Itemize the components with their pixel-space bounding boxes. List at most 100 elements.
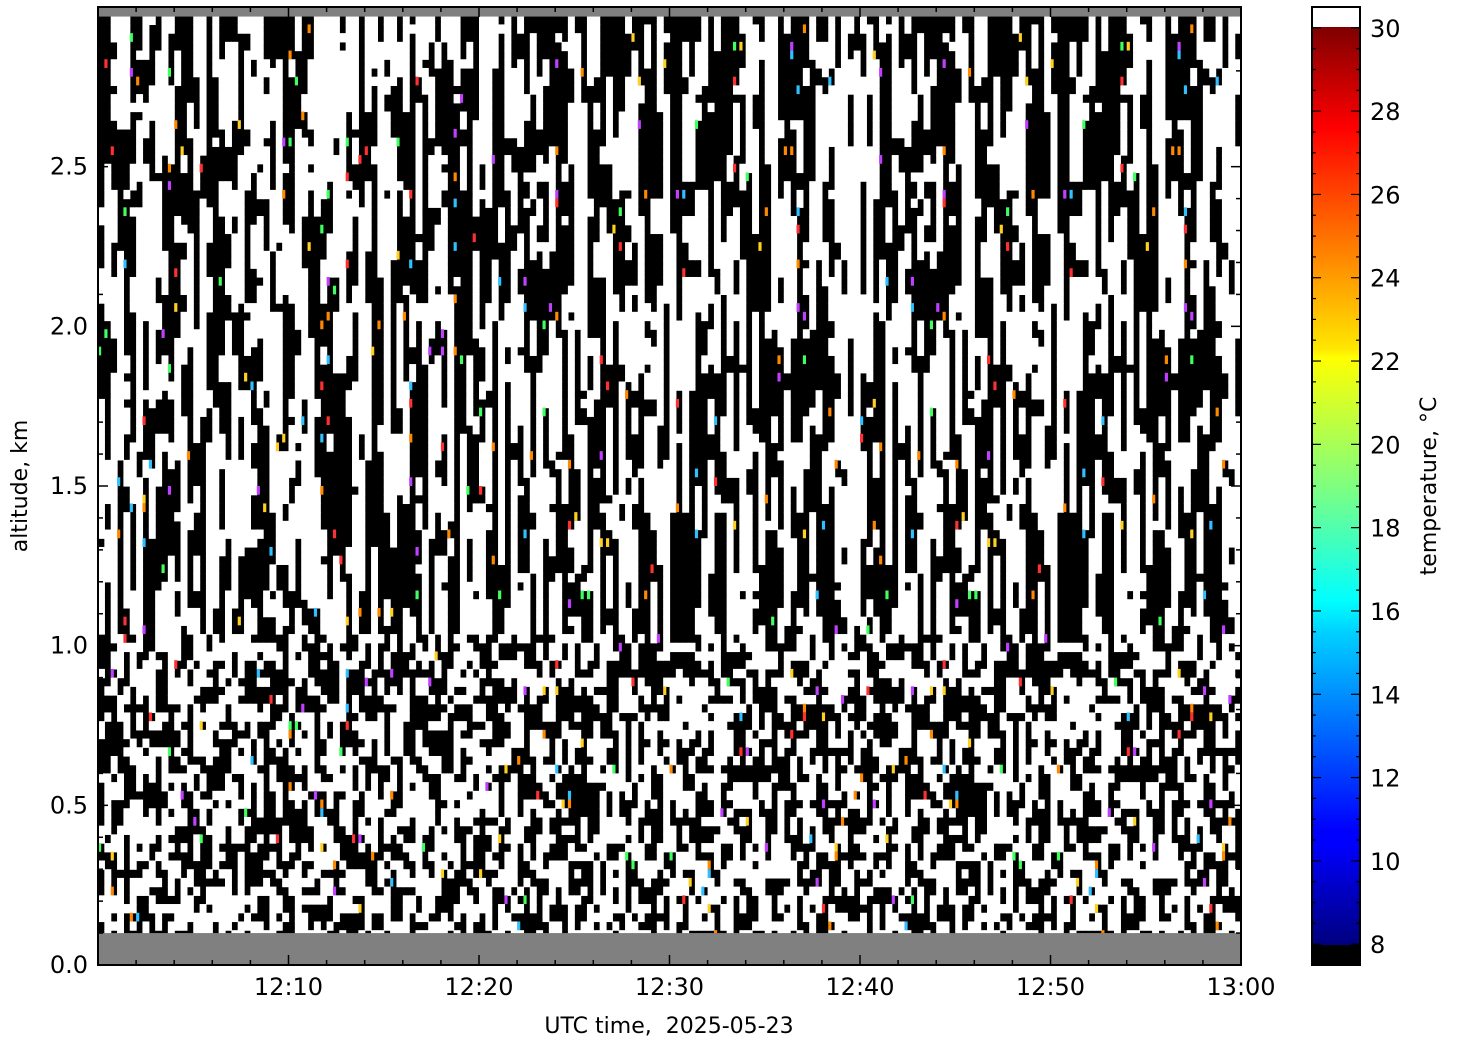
heatmap-cell (644, 686, 652, 696)
heatmap-cell (161, 329, 165, 338)
heatmap-cell (390, 773, 398, 783)
heatmap-cell (504, 311, 512, 322)
heatmap-cell (428, 329, 436, 339)
heatmap-cell (250, 24, 258, 34)
heatmap-cell (479, 703, 486, 714)
heatmap-cell (364, 912, 372, 923)
heatmap-cell (523, 381, 531, 391)
heatmap-cell (529, 538, 537, 548)
heatmap-cell (548, 216, 556, 226)
heatmap-cell (199, 207, 207, 217)
heatmap-cell (504, 67, 512, 78)
heatmap-cell (301, 486, 309, 496)
heatmap-cell (402, 477, 410, 487)
heatmap-cell (567, 651, 575, 661)
heatmap-cell (402, 808, 410, 818)
heatmap-cell (485, 137, 493, 147)
heatmap-cell (383, 41, 391, 52)
heatmap-cell (479, 76, 486, 86)
heatmap-cell (421, 825, 429, 835)
heatmap-cell (390, 921, 398, 931)
heatmap-cell (485, 311, 493, 322)
heatmap-cell (225, 773, 232, 783)
heatmap-cell (631, 747, 639, 757)
heatmap-cell (199, 303, 207, 313)
heatmap-cell (517, 381, 525, 391)
heatmap-cell (377, 433, 385, 444)
heatmap-cell (256, 303, 264, 313)
heatmap-cell (364, 67, 372, 78)
heatmap-cell (225, 85, 232, 95)
heatmap-cell (593, 120, 601, 130)
heatmap-cell (326, 24, 334, 34)
heatmap-cell (148, 494, 156, 505)
heatmap-cell (167, 825, 175, 835)
heatmap-cell (212, 451, 220, 461)
heatmap-cell (231, 285, 239, 295)
heatmap-cell (294, 486, 302, 496)
heatmap-cell (288, 729, 292, 739)
heatmap-cell (174, 712, 182, 722)
heatmap-cell (174, 425, 182, 435)
heatmap-cell (504, 747, 512, 757)
heatmap-cell (428, 94, 436, 104)
heatmap-cell (339, 346, 347, 356)
heatmap-cell (294, 285, 302, 295)
heatmap-cell (320, 137, 328, 147)
heatmap-cell (574, 120, 582, 130)
heatmap-cell (212, 433, 220, 444)
heatmap-cell (161, 825, 169, 835)
heatmap-cell (193, 486, 201, 496)
heatmap-cell (618, 433, 626, 444)
heatmap-cell (332, 111, 340, 121)
heatmap-cell (288, 285, 296, 295)
heatmap-cell (193, 67, 201, 78)
heatmap-cell (644, 764, 652, 774)
heatmap-cell (466, 529, 474, 539)
heatmap-cell (104, 216, 112, 226)
heatmap-cell (104, 869, 112, 879)
heatmap-cell (117, 477, 121, 486)
heatmap-cell (269, 372, 277, 383)
heatmap-cell (561, 163, 569, 174)
heatmap-cell (218, 67, 226, 78)
heatmap-cell (606, 642, 613, 653)
heatmap-cell (548, 512, 556, 522)
heatmap-cell (244, 529, 251, 539)
heatmap-cell (479, 337, 486, 348)
heatmap-cell (332, 216, 340, 226)
heatmap-cell (561, 886, 569, 896)
heatmap-cell (593, 634, 601, 644)
heatmap-cell (383, 311, 391, 322)
heatmap-cell (352, 616, 359, 626)
heatmap-cell (129, 799, 137, 809)
heatmap-cell (332, 337, 340, 348)
heatmap-cell (110, 381, 118, 391)
heatmap-cell (174, 634, 182, 644)
heatmap-cell (358, 555, 366, 565)
heatmap-cell (580, 181, 588, 191)
heatmap-cell (161, 634, 169, 644)
heatmap-cell (332, 634, 340, 644)
heatmap-cell (542, 808, 550, 818)
heatmap-cell (339, 773, 347, 783)
heatmap-cell (136, 303, 144, 313)
heatmap-cell (193, 33, 201, 43)
heatmap-cell (225, 268, 232, 278)
heatmap-cell (352, 294, 359, 304)
heatmap-cell (231, 477, 239, 487)
heatmap-cell (199, 285, 207, 295)
heatmap-cell (358, 216, 366, 226)
heatmap-cell (269, 329, 277, 339)
heatmap-cell (529, 189, 537, 200)
heatmap-cell (479, 564, 486, 574)
heatmap-cell (148, 703, 156, 714)
heatmap-cell (352, 416, 359, 426)
heatmap-cell (129, 860, 137, 870)
heatmap-cell (466, 869, 474, 879)
heatmap-cell (434, 616, 442, 626)
heatmap-cell (155, 250, 163, 261)
heatmap-cell (447, 364, 455, 374)
heatmap-cell (129, 886, 137, 896)
heatmap-cell (555, 459, 563, 470)
